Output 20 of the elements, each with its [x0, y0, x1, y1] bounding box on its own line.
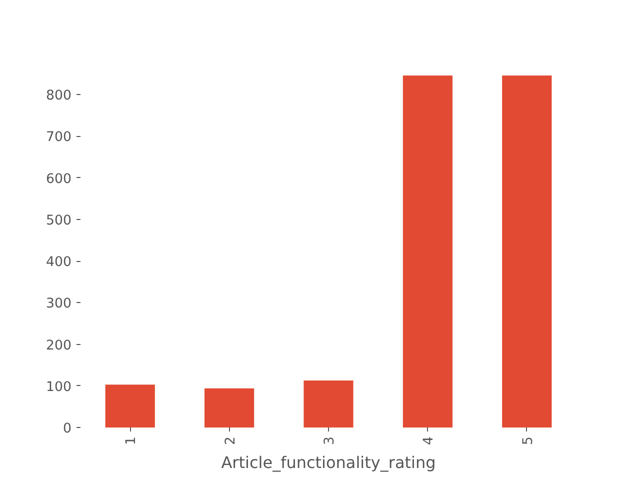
bar — [204, 388, 254, 428]
bar — [304, 380, 354, 428]
y-tick-label: 800 — [46, 88, 72, 104]
y-tick-label: 300 — [46, 296, 72, 312]
y-tick-label: 400 — [46, 255, 72, 270]
x-axis-title: Article_functionality_rating — [221, 452, 436, 472]
x-tick-label: 1 — [124, 436, 140, 445]
y-tick-label: 200 — [46, 338, 72, 354]
x-tick-label: 4 — [422, 436, 437, 445]
bar — [105, 384, 155, 428]
y-tick-label: 100 — [46, 380, 72, 395]
y-tick-label: 0 — [63, 422, 72, 436]
y-tick-label: 500 — [46, 213, 72, 228]
x-tick-label: 2 — [223, 436, 238, 445]
bar — [402, 76, 452, 428]
y-tick-label: 600 — [46, 172, 72, 187]
bar — [502, 76, 552, 428]
y-tick-label: 700 — [46, 130, 72, 146]
x-tick-label: 3 — [322, 436, 338, 445]
x-tick-label: 5 — [520, 436, 536, 445]
